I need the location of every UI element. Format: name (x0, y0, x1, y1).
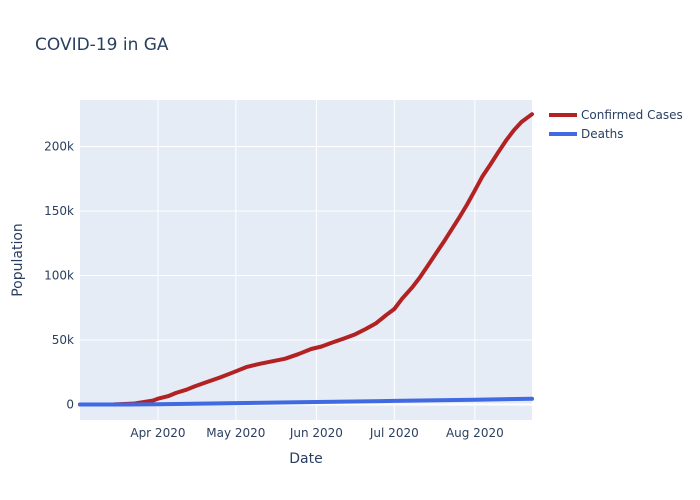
series-line-deaths (78, 396, 534, 407)
plot-area (80, 100, 532, 420)
series-layer (78, 112, 534, 407)
series-line-confirmed-cases (78, 112, 534, 407)
x-tick-label: May 2020 (206, 426, 265, 440)
x-axis-label: Date (289, 451, 322, 467)
y-tick-label: 50k (52, 333, 74, 347)
legend[interactable]: Confirmed Cases Deaths (549, 108, 683, 141)
chart-title: COVID-19 in GA (35, 35, 169, 55)
legend-item[interactable]: Deaths (549, 127, 624, 141)
y-tick-label: 100k (44, 268, 74, 282)
y-tick-label: 150k (44, 204, 74, 218)
legend-label: Deaths (581, 127, 624, 141)
y-axis-label: Population (10, 223, 26, 297)
tick-labels: Apr 2020 May 2020 Jun 2020 Jul 2020 Aug 2020… (44, 139, 504, 440)
x-tick-label: Apr 2020 (130, 426, 185, 440)
y-tick-label: 0 (66, 398, 74, 412)
x-tick-label: Aug 2020 (446, 426, 504, 440)
x-tick-label: Jun 2020 (289, 426, 343, 440)
y-tick-label: 200k (44, 139, 74, 153)
legend-label: Confirmed Cases (581, 108, 683, 122)
x-tick-label: Jul 2020 (369, 426, 419, 440)
legend-item[interactable]: Confirmed Cases (549, 108, 683, 122)
